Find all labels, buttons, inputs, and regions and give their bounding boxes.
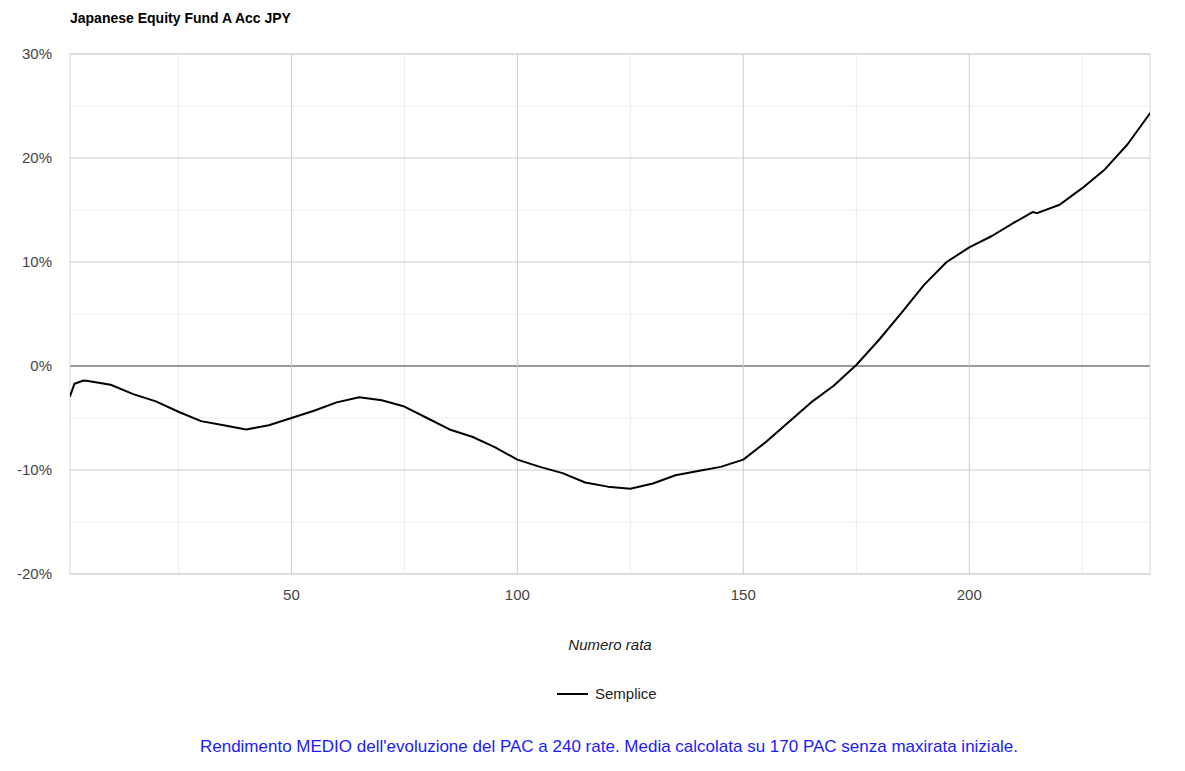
y-tick-label: 30% (22, 45, 52, 62)
x-grid-line (969, 54, 970, 574)
line-series (70, 113, 1150, 488)
y-grid-line (70, 262, 1150, 263)
y-tick-label: 10% (22, 253, 52, 270)
x-tick-label: 150 (731, 586, 756, 603)
series-group (70, 113, 1150, 488)
chart-title: Japanese Equity Fund A Acc JPY (70, 10, 292, 26)
x-grid-line (517, 54, 518, 574)
minor-grid-line (178, 54, 179, 574)
minor-grid-line (630, 54, 631, 574)
minor-grid-line (70, 522, 1150, 523)
x-tick-label: 100 (505, 586, 530, 603)
x-grid-line (743, 54, 744, 574)
plot-frame (70, 54, 1150, 574)
minor-grid-line (70, 210, 1150, 211)
y-tick-label: 0% (30, 357, 52, 374)
chart: -20% -10% 0% 10% 20% 30% 50 100 150 200 Japanese E… (0, 0, 1185, 771)
legend-swatch (557, 693, 588, 695)
legend-label: Semplice (595, 685, 657, 702)
minor-grid-line (70, 106, 1150, 107)
y-tick-label: 20% (22, 149, 52, 166)
minor-grid-line (856, 54, 857, 574)
y-tick-label: -20% (17, 565, 52, 582)
x-grid-line (291, 54, 292, 574)
y-tick-label: -10% (17, 461, 52, 478)
legend: Semplice (557, 685, 657, 702)
grid (70, 54, 1150, 574)
minor-grid-line (70, 314, 1150, 315)
y-grid-line (70, 470, 1150, 471)
minor-grid-line (404, 54, 405, 574)
x-tick-label: 50 (283, 586, 300, 603)
footnote: Rendimento MEDIO dell'evoluzione del PAC… (200, 737, 1018, 756)
minor-grid-line (1082, 54, 1083, 574)
x-tick-label: 200 (957, 586, 982, 603)
x-axis-label: Numero rata (568, 636, 651, 653)
y-grid-line (70, 158, 1150, 159)
minor-grid-line (70, 418, 1150, 419)
y-grid-line (70, 366, 1150, 367)
